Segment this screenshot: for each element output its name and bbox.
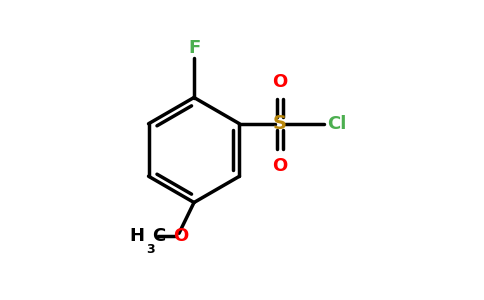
Text: H: H <box>130 227 145 245</box>
Text: Cl: Cl <box>327 115 347 133</box>
Text: O: O <box>173 227 188 245</box>
Text: F: F <box>188 39 200 57</box>
Text: O: O <box>272 157 287 175</box>
Text: 3: 3 <box>146 243 154 256</box>
Text: C: C <box>152 227 165 245</box>
Text: S: S <box>273 114 287 133</box>
Text: O: O <box>272 73 287 91</box>
